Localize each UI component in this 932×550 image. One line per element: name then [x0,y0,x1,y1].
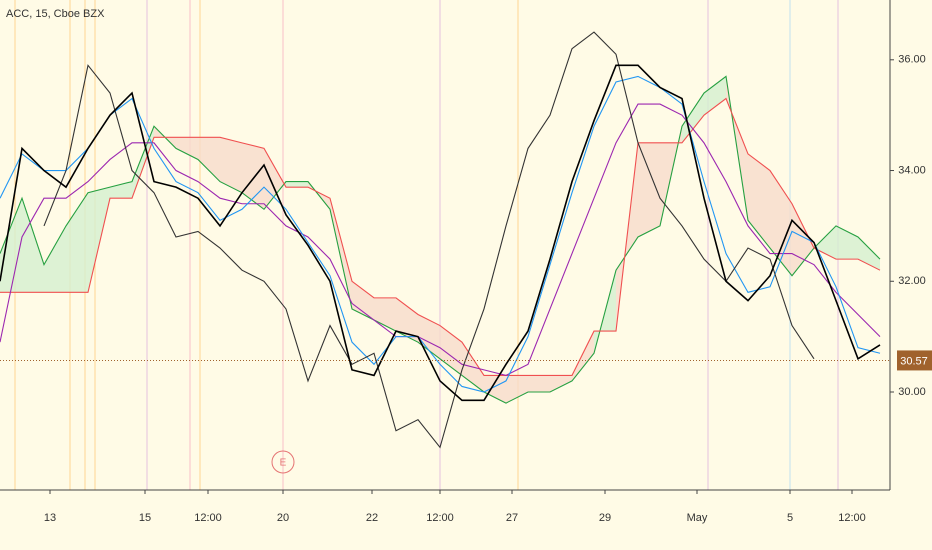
x-tick-label: 20 [277,512,289,524]
cloud-fill [748,153,770,249]
chart-title: ACC, 15, Cboe BZX [6,8,105,20]
cloud-fill [44,225,66,293]
cloud-fill [836,225,858,260]
x-tick-label: 29 [599,512,611,524]
x-tick-label: 12:00 [426,512,454,524]
y-tick-label: 30.00 [898,386,926,398]
cloud-fill [726,76,748,221]
cloud-fill [682,93,704,143]
cloud-fill [22,198,44,293]
cloud-fill [572,331,594,381]
cloud-fill [176,137,198,160]
x-tick-label: 15 [139,512,151,524]
cloud-fill [484,375,506,404]
last-price-box [897,350,932,371]
y-tick-label: 32.00 [898,275,926,287]
cloud-fill [132,126,154,199]
series-line [43,31,815,449]
cloud-fill [506,375,528,404]
cloud-fill [220,137,242,193]
cloud-fill [770,170,792,276]
x-tick-label: 22 [366,512,378,524]
cloud-fill [550,375,572,392]
cloud-fill [0,198,22,293]
cloud-fill [814,225,836,260]
last-price-label: 30.57 [900,355,928,367]
plot [0,31,881,449]
cloud-fill [638,142,660,237]
y-tick-label: 36.00 [898,54,926,66]
cloud-fill [198,137,220,182]
x-tick-label: 12:00 [194,512,222,524]
x-tick-label: 27 [506,512,518,524]
cloud-fill [418,314,440,359]
series-line [0,97,881,376]
series-line [0,103,881,376]
cloud-fill [528,375,550,392]
annotation-text: E [280,458,287,469]
x-tick-label: May [687,512,708,524]
x-tick-label: 13 [44,512,56,524]
cloud-fill [352,281,374,321]
cloud-fill [792,203,814,276]
annotation-marker [271,450,295,474]
x-tick-label: 12:00 [838,512,866,524]
cloud-fill [330,198,352,309]
cloud-fill [286,181,308,188]
series-line [0,75,881,404]
y-tick-label: 34.00 [898,164,926,176]
series-line [0,64,881,402]
cloud-fill [88,187,110,293]
cloud-fill [704,76,726,116]
x-tick-label: 5 [787,512,793,524]
cloud-fill [264,148,286,210]
series-line [0,75,881,393]
cloud-fill [396,297,418,343]
